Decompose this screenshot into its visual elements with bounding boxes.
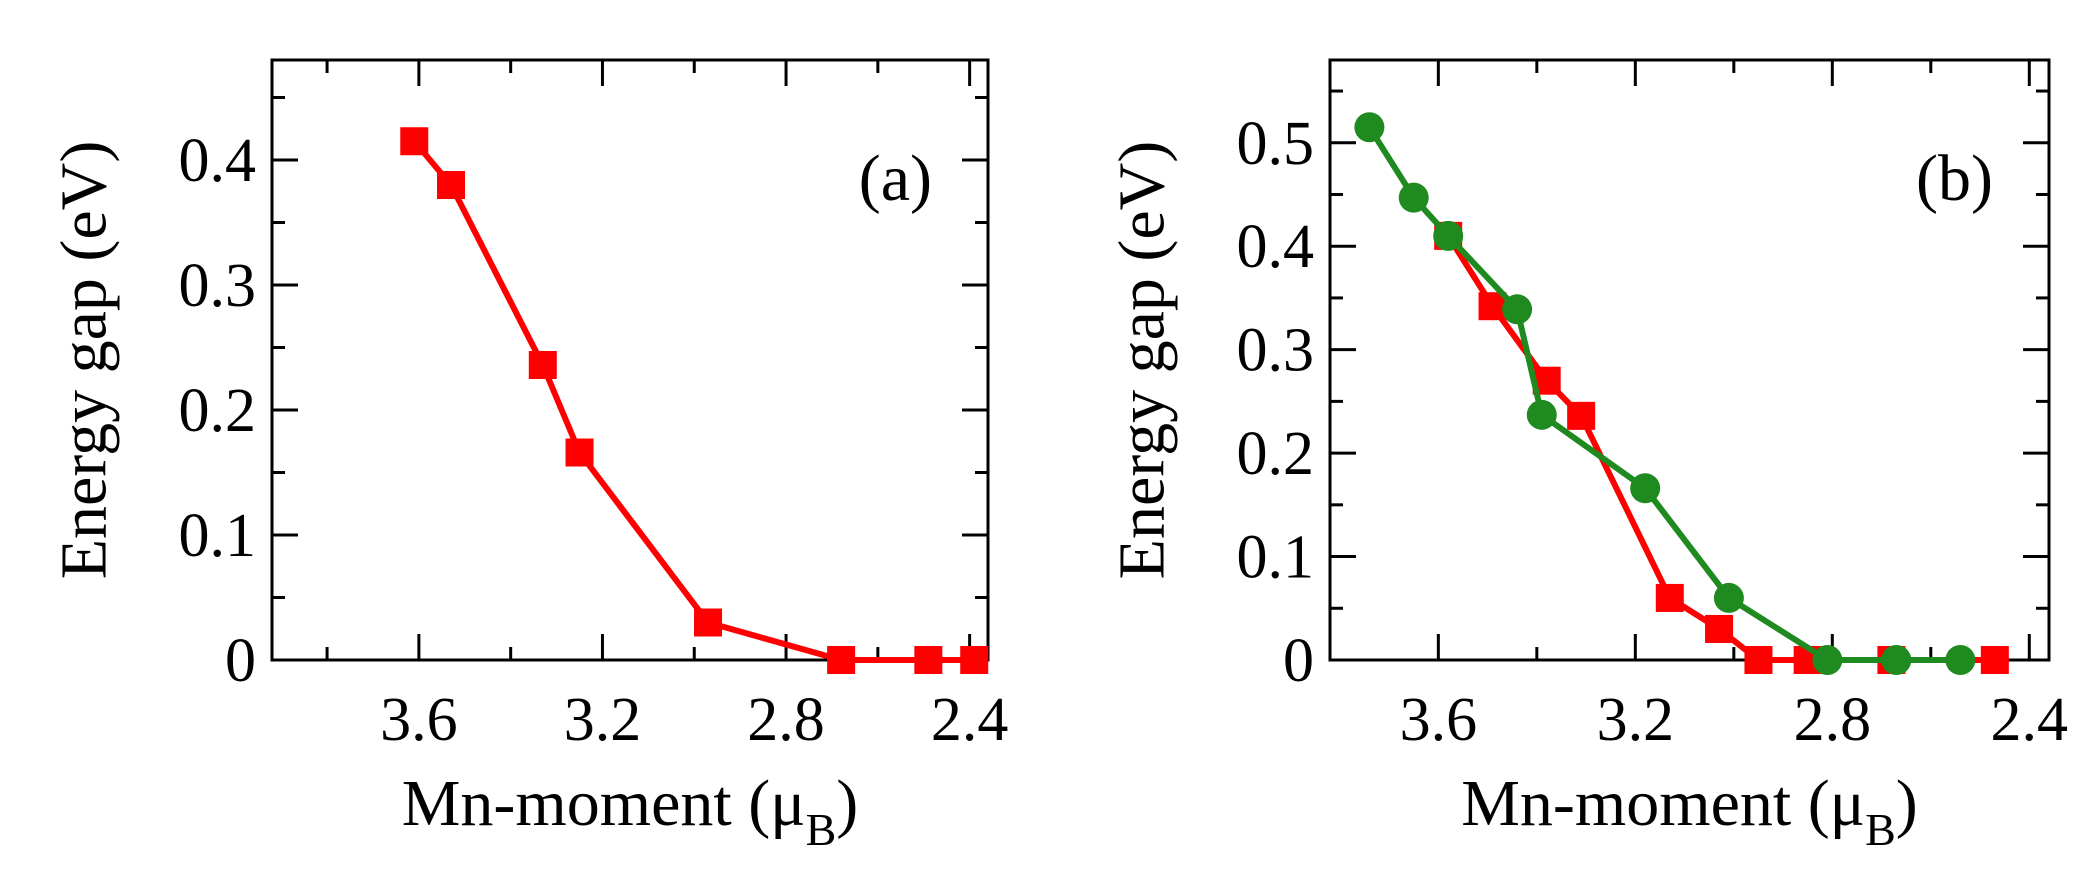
data-point-square bbox=[827, 646, 856, 674]
x-axis-label-main: Mn-moment (μ bbox=[1461, 767, 1865, 840]
x-axis-label-subscript: B bbox=[806, 804, 837, 855]
data-point-circle bbox=[1398, 182, 1429, 213]
data-point-square bbox=[1980, 646, 2009, 674]
y-axis-label: Energy gap (eV) bbox=[48, 141, 121, 580]
data-point-square bbox=[437, 171, 465, 199]
data-point-circle bbox=[1630, 473, 1661, 504]
data-point-circle bbox=[1526, 399, 1557, 430]
y-tick-label: 0 bbox=[225, 627, 256, 695]
data-point-circle bbox=[1812, 645, 1843, 675]
data-point-circle bbox=[1881, 645, 1912, 675]
x-tick-label: 2.4 bbox=[1991, 686, 2069, 754]
y-tick-label: 0.5 bbox=[1237, 110, 1315, 178]
data-point-square bbox=[400, 127, 429, 156]
data-point-square bbox=[914, 646, 943, 674]
y-tick-label: 0.3 bbox=[1237, 317, 1315, 385]
data-point-square bbox=[694, 608, 723, 637]
x-tick-label: 2.8 bbox=[1794, 686, 1872, 754]
data-point-circle bbox=[1433, 220, 1464, 251]
x-axis-label-close: ) bbox=[836, 767, 858, 840]
x-tick-label: 3.2 bbox=[1597, 686, 1675, 754]
data-point-circle bbox=[1945, 645, 1976, 675]
series-line-green-circles bbox=[1366, 125, 1961, 663]
x-axis-label-subscript: B bbox=[1865, 804, 1896, 855]
panel-label: (a) bbox=[859, 142, 932, 215]
y-tick-label: 0.3 bbox=[179, 252, 257, 320]
y-tick-label: 0.2 bbox=[179, 377, 257, 445]
y-tick-label: 0.1 bbox=[1237, 524, 1315, 592]
data-point-square bbox=[1655, 583, 1684, 612]
x-tick-label: 3.6 bbox=[380, 686, 458, 754]
x-axis-label-main: Mn-moment (μ bbox=[402, 767, 806, 840]
panel-a: 3.6 3.2 2.8 2.4 0 0.1 0.2 0.3 0.4 Energy gap (eV)… bbox=[48, 58, 1009, 855]
panel-label: (b) bbox=[1916, 142, 1993, 215]
plot-frame bbox=[1328, 58, 2051, 662]
data-point-square bbox=[1705, 614, 1734, 643]
y-axis-label: Energy gap (eV) bbox=[1106, 141, 1179, 580]
data-point-circle bbox=[1502, 294, 1533, 325]
data-point-square bbox=[960, 646, 989, 674]
x-tick-label: 2.8 bbox=[747, 686, 825, 754]
data-point-circle bbox=[1713, 582, 1744, 613]
y-tick-label: 0.2 bbox=[1237, 420, 1315, 488]
x-tick-label: 2.4 bbox=[931, 686, 1009, 754]
y-tick-label: 0 bbox=[1283, 627, 1314, 695]
data-point-circle bbox=[1354, 112, 1385, 143]
data-point-square bbox=[528, 351, 557, 379]
y-tick-label: 0.4 bbox=[1237, 213, 1315, 281]
x-tick-label: 3.2 bbox=[564, 686, 642, 754]
data-point-square bbox=[565, 438, 594, 467]
data-point-square bbox=[1744, 646, 1773, 674]
panel-b: 3.6 3.2 2.8 2.4 0 0.1 0.2 0.3 0.4 0.5 Energy gap (… bbox=[1106, 58, 2069, 855]
x-axis-label-close: ) bbox=[1896, 767, 1918, 840]
y-tick-label: 0.4 bbox=[179, 127, 257, 195]
data-point-square bbox=[1567, 401, 1596, 430]
y-tick-label: 0.1 bbox=[179, 502, 257, 570]
series-line-red-squares bbox=[411, 139, 975, 663]
x-axis-label: Mn-moment (μB) bbox=[402, 767, 859, 855]
x-tick-label: 3.6 bbox=[1400, 686, 1478, 754]
x-axis-label: Mn-moment (μB) bbox=[1461, 767, 1918, 855]
plot-frame bbox=[270, 58, 990, 662]
